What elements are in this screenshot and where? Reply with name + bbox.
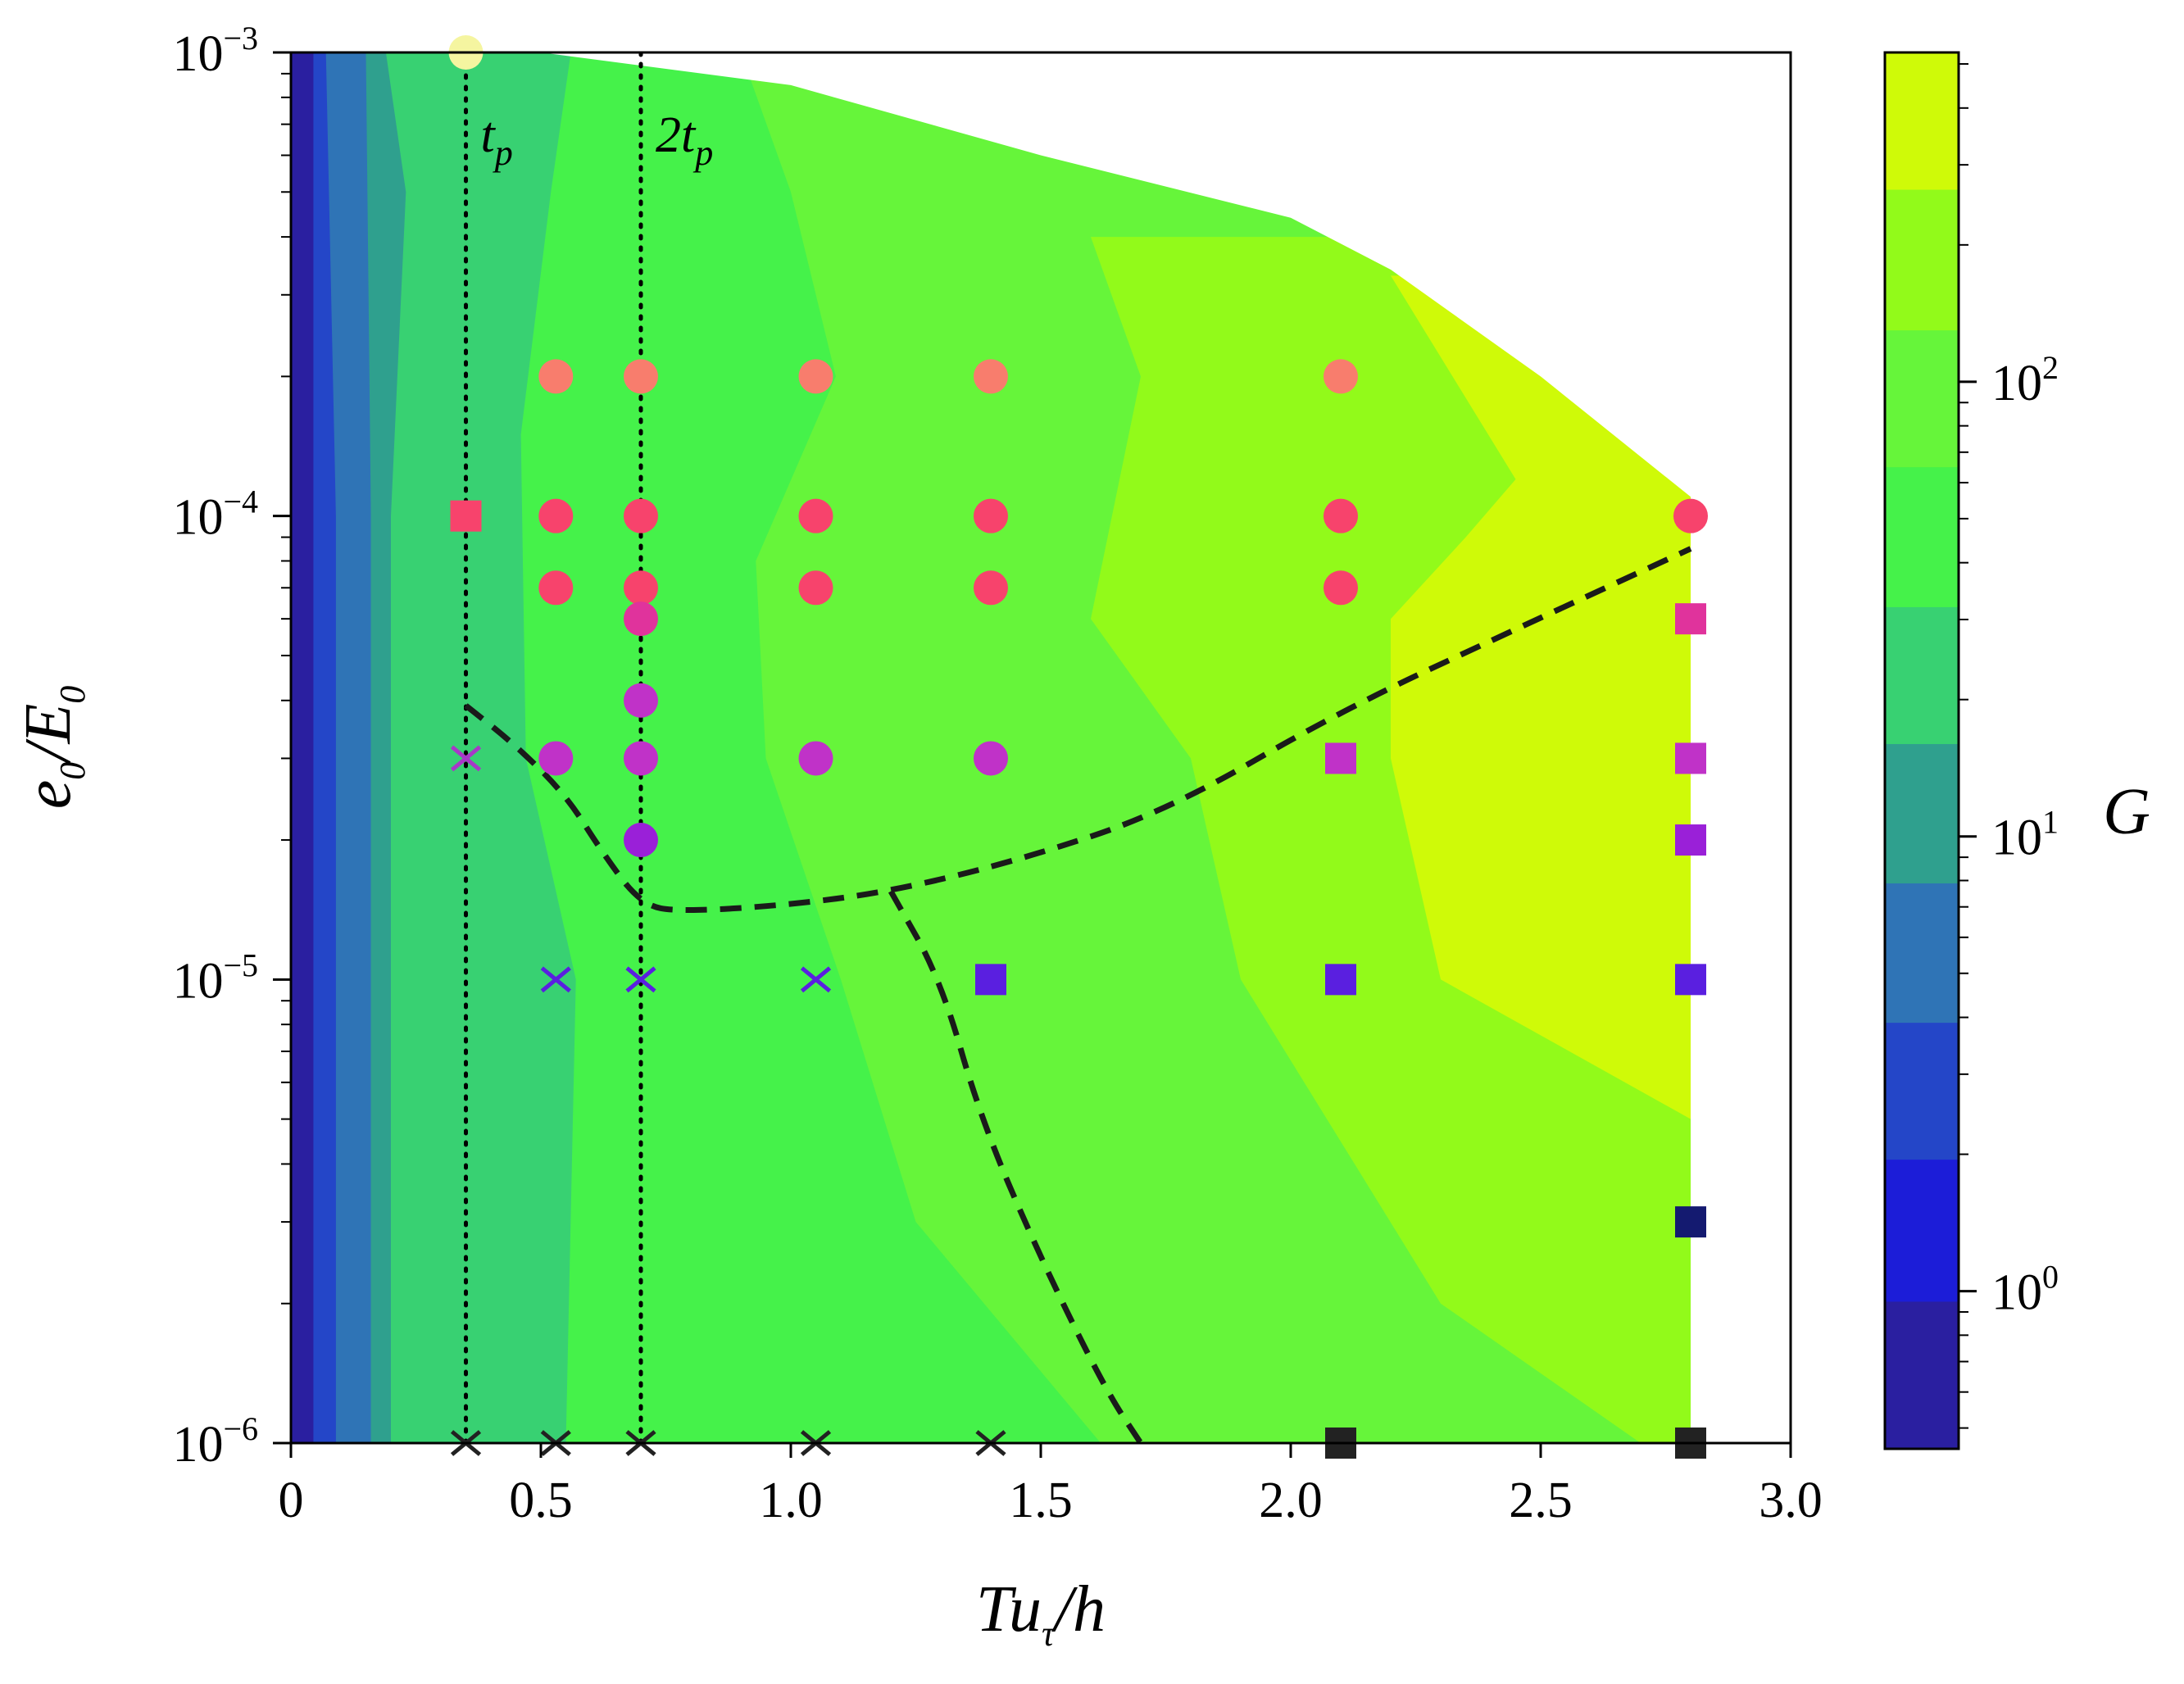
colorbar-segment xyxy=(1885,329,1959,468)
colorbar-segment xyxy=(1885,1022,1959,1160)
data-point-square xyxy=(1675,742,1706,774)
data-point-square xyxy=(1675,603,1706,635)
x-axis: 0 0.5 1.0 1.5 2.0 2.5 3.0 xyxy=(279,1443,1823,1528)
data-point-circle xyxy=(974,359,1008,394)
data-point-circle xyxy=(624,359,658,394)
colorbar-segment xyxy=(1885,743,1959,884)
data-point-circle xyxy=(974,570,1008,606)
x-tick-label: 1.0 xyxy=(759,1473,823,1528)
colorbar-segment xyxy=(1885,606,1959,744)
data-point-circle xyxy=(1673,498,1708,533)
data-point-square xyxy=(1325,964,1356,996)
colorbar-tick-label: 101 xyxy=(1991,804,2059,866)
colorbar-segment xyxy=(1885,1300,1959,1450)
data-point-circle xyxy=(624,570,658,606)
data-point-circle xyxy=(798,498,833,533)
reference-line-label: tp xyxy=(481,107,513,173)
regime-boundary xyxy=(464,546,1692,914)
colorbar xyxy=(1885,52,1959,1450)
cross-stroke xyxy=(450,745,482,772)
data-point-circle xyxy=(624,601,658,637)
y-tick-label: 10−5 xyxy=(172,946,258,1009)
y-tick-label: 10−3 xyxy=(172,20,258,82)
x-tick-label: 3.0 xyxy=(1759,1473,1823,1528)
y-tick-label: 10−6 xyxy=(172,1410,258,1473)
data-point-circle xyxy=(624,498,658,533)
data-point-cross xyxy=(625,966,656,993)
x-tick-label: 0 xyxy=(279,1473,304,1528)
data-point-cross xyxy=(540,966,571,993)
data-point-cross xyxy=(800,966,832,993)
colorbar-frame xyxy=(1883,51,1960,1450)
data-point-square xyxy=(1325,742,1356,774)
reference-line-label: 2tp xyxy=(656,107,713,173)
regime-boundary-curves xyxy=(464,546,1692,1443)
reference-lines xyxy=(464,52,643,1443)
y-axis: 10−6 10−5 10−4 10−3 xyxy=(172,20,291,1473)
colorbar-ticks: 100 101 102 xyxy=(1959,63,2059,1429)
data-point-circle xyxy=(538,359,574,394)
data-point-circle xyxy=(974,741,1008,776)
x-tick-label: 1.5 xyxy=(1009,1473,1073,1528)
colorbar-segment xyxy=(1885,1159,1959,1302)
x-tick-label: 2.5 xyxy=(1509,1473,1573,1528)
data-point-circle xyxy=(1324,570,1358,606)
colorbar-tick-label: 102 xyxy=(1991,349,2059,411)
colorbar-tick-label: 100 xyxy=(1991,1259,2059,1321)
data-point-circle xyxy=(624,741,658,776)
data-point-square xyxy=(975,964,1006,996)
colorbar-segment xyxy=(1885,883,1959,1024)
x-axis-title: Tuτ/h xyxy=(976,1573,1106,1654)
colorbar-segment xyxy=(1885,189,1959,331)
regime-boundary xyxy=(888,889,1143,1443)
data-point-circle xyxy=(798,570,833,606)
data-point-circle xyxy=(798,359,833,394)
data-point-circle xyxy=(624,683,658,718)
data-point-circle xyxy=(798,741,833,776)
colorbar-segment xyxy=(1885,52,1959,190)
data-point-circle xyxy=(1324,498,1358,533)
data-point-circle xyxy=(538,570,574,606)
data-point-square xyxy=(1675,964,1706,996)
data-point-circle xyxy=(1324,359,1358,394)
data-point-cross xyxy=(450,745,482,772)
reference-line-labels: tp 2tp xyxy=(481,107,714,173)
y-axis-title: e0/E0 xyxy=(12,686,93,810)
cross-stroke xyxy=(800,966,832,993)
empty-region xyxy=(291,52,1791,1443)
x-tick-label: 0.5 xyxy=(509,1473,573,1528)
data-point-circle xyxy=(974,498,1008,533)
data-point-circle xyxy=(624,823,658,858)
data-point-square xyxy=(450,500,482,532)
colorbar-title: G xyxy=(2103,776,2150,848)
cross-stroke xyxy=(625,966,656,993)
cross-stroke xyxy=(540,966,571,993)
data-point-circle xyxy=(538,498,574,533)
x-tick-label: 2.0 xyxy=(1259,1473,1323,1528)
y-tick-label: 10−4 xyxy=(172,483,258,546)
data-point-circle xyxy=(538,741,574,776)
empty-region-fill xyxy=(291,52,1791,1443)
colorbar-segment xyxy=(1885,466,1959,607)
data-point-square xyxy=(1675,824,1706,856)
data-point-square xyxy=(1675,1206,1706,1238)
